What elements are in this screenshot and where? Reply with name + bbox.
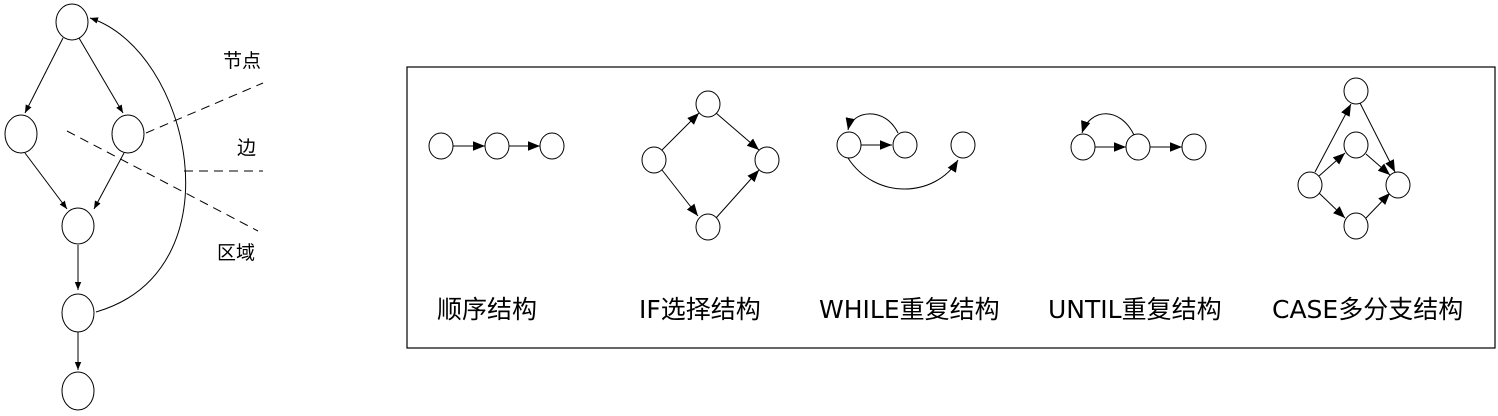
case-node-start (1297, 171, 1323, 199)
case-node-top (1343, 77, 1369, 105)
annotation-node: 节点 (223, 50, 261, 72)
if-node-start (641, 146, 667, 174)
edge-1-2 (24, 37, 64, 114)
edge-2-4 (24, 152, 68, 210)
seq-node-2 (484, 132, 510, 160)
until-loop-back (1081, 113, 1135, 136)
while-node-3 (950, 131, 976, 159)
label-case: CASE多分支结构 (1272, 295, 1463, 324)
case-structure (1297, 77, 1411, 240)
case-edge-5 (1365, 153, 1391, 176)
case-edge-4 (1359, 102, 1396, 173)
example-flow-graph: 节点 边 区域 (4, 3, 264, 411)
sequence-structure (428, 132, 565, 160)
annotation-region: 区域 (217, 242, 255, 264)
seq-node-1 (428, 132, 454, 160)
edge-1-3 (78, 37, 124, 114)
until-node-1 (1070, 133, 1096, 161)
until-node-2 (1125, 133, 1151, 161)
seq-node-3 (539, 132, 565, 160)
if-edge-1 (661, 112, 700, 151)
if-node-top (695, 90, 721, 118)
while-node-1 (836, 131, 862, 159)
while-node-2 (892, 131, 918, 159)
if-node-end (754, 146, 780, 174)
case-node-bottom (1343, 212, 1369, 240)
graph-node-5 (61, 293, 95, 333)
leader-node (145, 82, 264, 134)
leader-region (66, 130, 259, 232)
edge-5-1-back (89, 17, 187, 313)
label-until: UNTIL重复结构 (1048, 295, 1222, 324)
while-exit (847, 157, 959, 190)
while-loop-back (845, 113, 899, 134)
while-structure (836, 113, 976, 190)
graph-node-2 (4, 114, 38, 154)
until-structure (1070, 113, 1207, 161)
label-while: WHILE重复结构 (819, 295, 1000, 324)
graph-node-6 (61, 371, 95, 411)
case-node-mid (1343, 131, 1369, 159)
case-edge-2 (1318, 152, 1346, 177)
if-edge-3 (715, 112, 760, 151)
if-edge-4 (715, 169, 760, 219)
case-edge-6 (1365, 192, 1391, 219)
structures-frame (406, 66, 1496, 349)
graph-node-4 (61, 207, 95, 245)
if-edge-2 (661, 169, 699, 217)
if-node-bottom (695, 213, 721, 241)
annotation-edge: 边 (237, 137, 256, 159)
case-node-end (1385, 171, 1411, 199)
graph-node-3 (111, 114, 145, 154)
if-structure (641, 90, 780, 241)
label-sequence: 顺序结构 (437, 295, 537, 324)
case-edge-1 (1314, 103, 1352, 173)
case-edge-3 (1318, 192, 1346, 219)
label-if: IF选择结构 (639, 295, 761, 324)
graph-node-1 (55, 3, 89, 41)
until-node-3 (1181, 133, 1207, 161)
edge-3-4 (93, 152, 125, 210)
